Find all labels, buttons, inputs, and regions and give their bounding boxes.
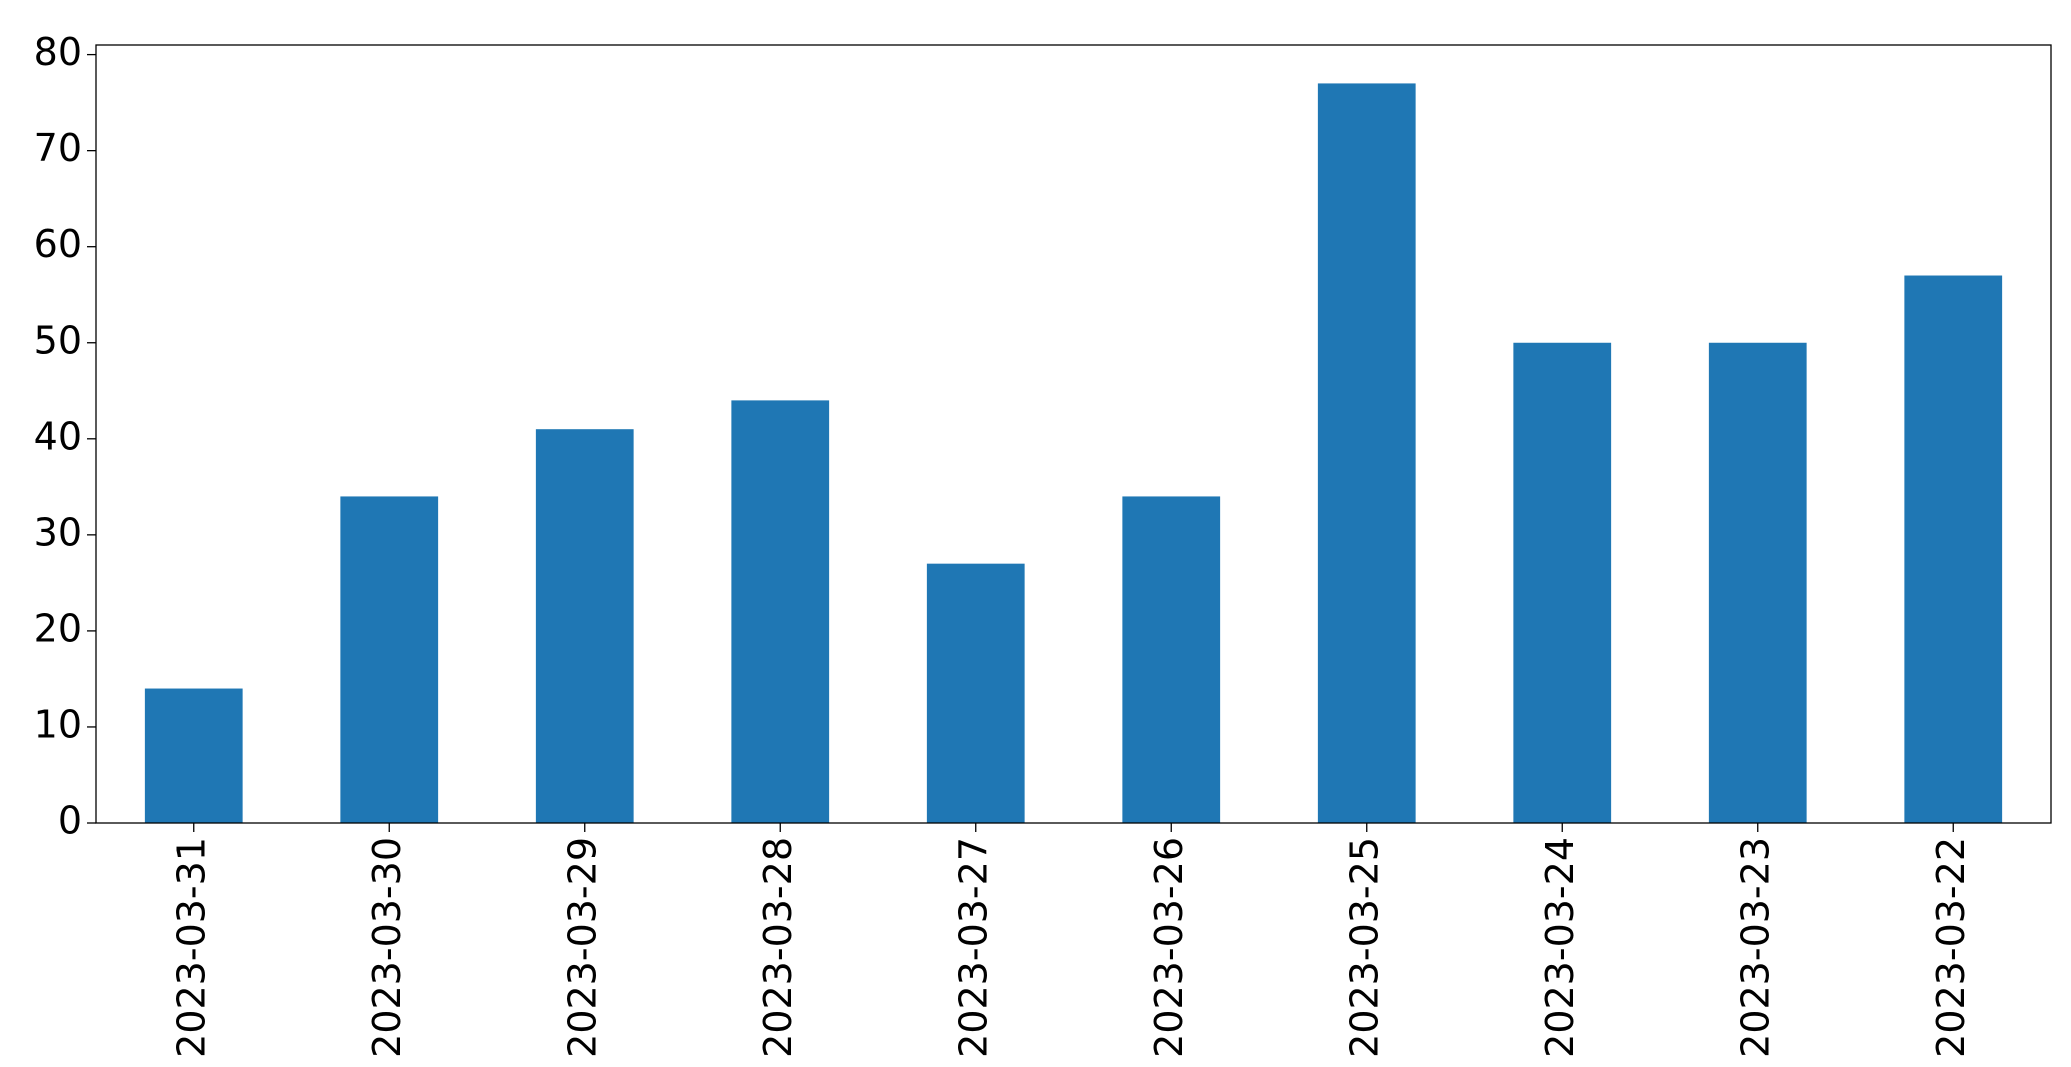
y-tick-label: 30	[34, 510, 82, 554]
bar	[144, 688, 243, 823]
y-tick-label: 80	[34, 30, 82, 74]
y-tick-label: 60	[34, 222, 82, 266]
bar	[1904, 275, 2003, 823]
bar	[1122, 496, 1221, 823]
x-tick-label: 2023-03-26	[1147, 837, 1191, 1058]
x-tick-label: 2023-03-31	[169, 837, 213, 1058]
bar	[1317, 83, 1416, 824]
x-tick-label: 2023-03-22	[1929, 837, 1973, 1058]
x-tick-label: 2023-03-24	[1538, 837, 1582, 1058]
x-tick-label: 2023-03-28	[756, 837, 800, 1058]
plot-frame	[95, 44, 2052, 824]
bar	[340, 496, 439, 823]
y-tick-label: 70	[34, 126, 82, 170]
bar	[535, 429, 634, 823]
x-tick-label: 2023-03-27	[951, 837, 995, 1058]
x-tick-label: 2023-03-30	[365, 837, 409, 1058]
y-tick-label: 40	[34, 414, 82, 458]
y-tick-label: 0	[58, 799, 82, 843]
bar	[926, 563, 1025, 823]
y-tick-label: 10	[34, 702, 82, 746]
x-tick-label: 2023-03-23	[1733, 837, 1777, 1058]
bar	[731, 400, 830, 823]
x-tick-label: 2023-03-29	[560, 837, 604, 1058]
y-tick-label: 50	[34, 318, 82, 362]
x-tick-label: 2023-03-25	[1342, 837, 1386, 1058]
bar	[1708, 342, 1807, 823]
bar	[1513, 342, 1612, 823]
y-tick-label: 20	[34, 606, 82, 650]
